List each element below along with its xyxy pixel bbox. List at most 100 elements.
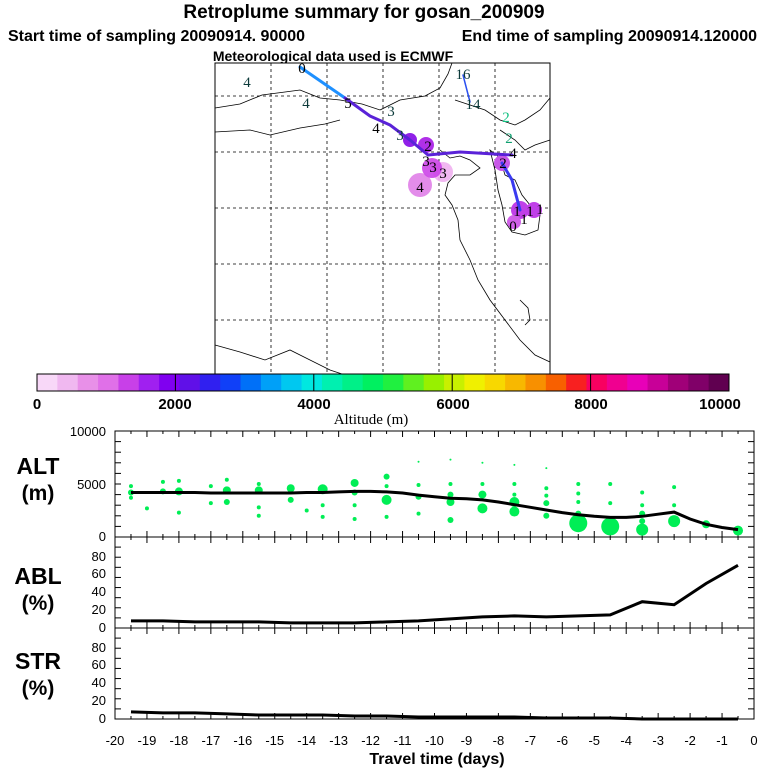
x-tick-label: -19 [138,733,157,748]
x-tick-label: -15 [265,733,284,748]
alt-plume-point [416,511,421,516]
colorbar-cell [606,374,628,391]
alt-plume-point [543,512,550,519]
alt-unit-label: (m) [22,482,55,505]
map-label: 4 [509,146,517,162]
alt-plume-point [545,467,548,470]
alt-plume-point [601,517,620,536]
colorbar-cell [159,374,180,391]
abl-unit-label: (%) [22,592,55,615]
str-panel-frame [114,627,755,720]
str-ytick-label: 40 [92,675,106,690]
map-label: 4 [302,96,310,112]
map-label: 2 [502,110,510,126]
colorbar-cell [383,374,404,391]
colorbar-cell [403,374,425,391]
colorbar-cell [688,374,710,391]
x-tick-label: -12 [361,733,380,748]
alt-plume-point [447,517,454,524]
colorbar-title: Altitude (m) [334,412,409,428]
map-label: 1 [513,204,521,220]
map-label: 5 [344,96,352,112]
alt-label: ALT [16,453,59,479]
abl-panel: ABL (%) 80 60 40 20 0 [14,536,755,635]
map-label: 3 [429,160,437,176]
map-label: 3 [396,128,404,144]
alt-plume-point [512,482,517,486]
map-label: 4 [372,121,380,137]
str-ytick-label: 80 [92,640,106,655]
x-tick-label: -7 [525,733,537,748]
alt-plume-point [223,499,230,506]
alt-plume-point [576,482,581,486]
alt-plume-point [350,478,359,487]
alt-plume-point [544,486,549,491]
alt-plume-point [383,473,390,480]
alt-plume-point [513,463,516,466]
alt-plume-point [256,482,261,486]
x-tick-label: -2 [684,733,696,748]
alt-panel: ALT (m) 10000 5000 0 [16,424,755,544]
colorbar-tick-label: 6000 [436,396,469,413]
map-label: 0 [298,61,306,77]
alt-plume-point [480,482,485,486]
colorbar-tick-label: 8000 [574,396,607,413]
colorbar-cell [98,374,119,391]
alt-plume-point [208,484,213,489]
x-tick-label: -17 [201,733,220,748]
colorbar-cell [37,374,58,391]
map-label: 1 [536,202,544,218]
colorbar-cell [505,374,526,391]
colorbar-cell [586,374,608,391]
colorbar-cell [342,374,364,391]
altitude-colorbar: 0 2000 4000 6000 8000 10000 Altitude (m) [33,373,741,428]
alt-plume-point [478,490,487,499]
colorbar-tick-label: 10000 [699,396,741,413]
alt-plume-point [224,477,229,482]
abl-panel-frame [114,536,755,629]
colorbar-cell [545,374,567,391]
alt-plume-point [576,500,581,505]
alt-plume-point [640,503,645,508]
map-label: 14 [466,97,482,113]
alt-plume-point [672,485,677,490]
met-data-label: Meteorological data used is ECMWF [213,48,454,64]
x-tick-label: -11 [394,733,412,748]
x-tick-label: -13 [329,733,348,748]
alt-plume-point [160,479,165,484]
abl-ytick-label: 40 [92,584,106,599]
alt-ytick-label: 10000 [70,424,106,439]
alt-plume-point [636,523,649,536]
colorbar-cell [260,374,282,391]
x-tick-label: -1 [716,733,728,748]
alt-panel-frame [114,430,755,538]
colorbar-cell [281,374,303,391]
x-tick-label: -6 [557,733,569,748]
colorbar-cell [484,374,506,391]
map-label: 2 [424,139,432,155]
x-tick-label: -4 [620,733,632,748]
alt-plume-point [176,478,181,483]
chart-title: Retroplume summary for gosan_200909 [183,2,544,23]
alt-plume-point [576,491,581,496]
colorbar-cell [647,374,669,391]
colorbar-cell [464,374,486,391]
alt-plume-point [416,483,421,488]
colorbar-cell [525,374,547,391]
alt-plume-point [512,492,517,497]
alt-plume-point [384,514,389,519]
colorbar-cell [321,374,343,391]
colorbar-cell [667,374,689,391]
alt-plume-point [509,506,520,517]
alt-plume-point [639,518,646,525]
abl-ytick-label: 20 [92,602,106,617]
str-label: STR [15,648,61,674]
map-labels: 4 4 0 5 3 4 3 2 3 4 3 3 2 2 4 16 14 2 1 … [243,61,544,235]
map-label: 1 [526,204,534,220]
map-label: 3 [387,104,395,120]
alt-plume-point [256,505,261,510]
colorbar-cell [118,374,140,391]
end-time-label: End time of sampling 20090914.120000 [462,28,757,45]
alt-plume-point [481,461,484,464]
abl-ytick-label: 60 [92,566,106,581]
